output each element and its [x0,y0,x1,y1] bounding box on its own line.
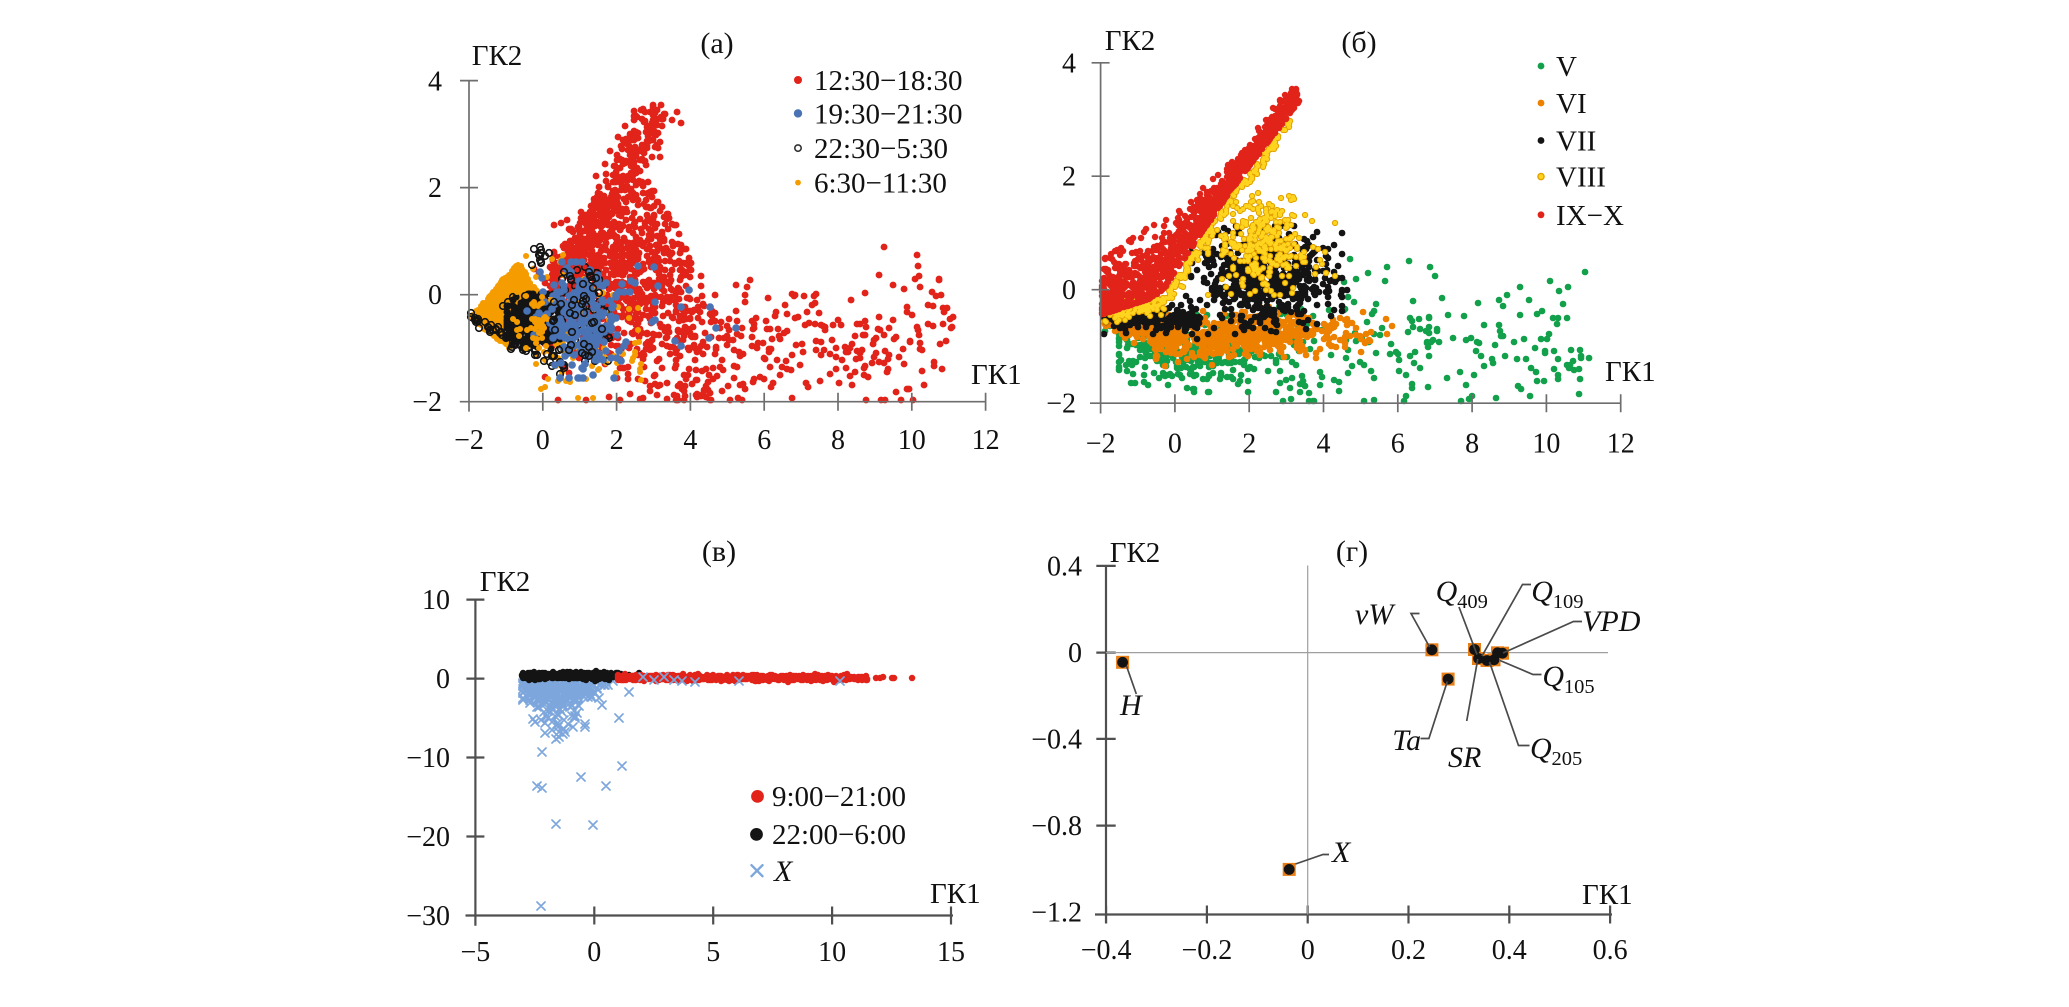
svg-text:0.6: 0.6 [1593,935,1628,966]
svg-text:(а): (а) [700,27,733,60]
svg-text:X: X [1331,836,1352,869]
svg-text:0.4: 0.4 [1047,551,1082,582]
svg-text:6: 6 [757,425,771,456]
svg-text:0.4: 0.4 [1492,935,1527,966]
svg-text:−2: −2 [412,387,442,418]
svg-text:Q: Q [1531,575,1553,608]
svg-text:4: 4 [683,425,697,456]
svg-text:10: 10 [898,425,926,456]
svg-text:−20: −20 [406,822,450,853]
svg-text:−30: −30 [406,901,450,932]
svg-text:2: 2 [428,173,442,204]
svg-text:12:30−18:30: 12:30−18:30 [814,65,962,97]
svg-text:2: 2 [1062,162,1076,193]
svg-text:409: 409 [1457,591,1488,613]
svg-text:−0.8: −0.8 [1031,811,1082,842]
svg-text:V: V [1556,51,1577,83]
svg-text:2: 2 [1242,429,1256,460]
svg-text:19:30−21:30: 19:30−21:30 [814,98,962,130]
svg-text:ГК2: ГК2 [472,40,523,72]
svg-text:109: 109 [1553,591,1584,613]
svg-text:−0.2: −0.2 [1182,935,1233,966]
svg-text:−2: −2 [454,425,484,456]
svg-text:12: 12 [1607,429,1635,460]
svg-text:−2: −2 [1046,389,1076,420]
svg-text:−5: −5 [461,937,491,968]
svg-text:IX−X: IX−X [1556,200,1624,232]
svg-text:−0.4: −0.4 [1081,935,1132,966]
svg-text:−10: −10 [406,743,450,774]
svg-text:Q: Q [1542,660,1564,693]
svg-text:−0.4: −0.4 [1031,724,1082,755]
svg-text:SR: SR [1448,741,1481,774]
svg-text:ГК2: ГК2 [480,566,531,598]
svg-text:6:30−11:30: 6:30−11:30 [814,168,947,200]
svg-text:22:30−5:30: 22:30−5:30 [814,133,948,165]
svg-text:0: 0 [428,280,442,311]
svg-text:ГК2: ГК2 [1110,537,1161,569]
svg-text:10: 10 [422,585,450,616]
svg-text:VIII: VIII [1556,162,1606,194]
svg-text:ГК1: ГК1 [971,359,1022,391]
svg-text:vW: vW [1355,598,1396,631]
svg-text:VI: VI [1556,88,1587,120]
svg-text:(г): (г) [1336,535,1368,568]
svg-text:0.2: 0.2 [1391,935,1426,966]
svg-text:4: 4 [1062,48,1076,79]
svg-text:8: 8 [1465,429,1479,460]
svg-text:5: 5 [706,937,720,968]
svg-text:(в): (в) [702,535,736,568]
svg-text:ГК1: ГК1 [1582,879,1633,911]
svg-text:0: 0 [436,664,450,695]
svg-text:0: 0 [587,937,601,968]
svg-text:22:00−6:00: 22:00−6:00 [772,819,906,851]
svg-text:0: 0 [1168,429,1182,460]
svg-text:−1.2: −1.2 [1031,898,1082,929]
svg-text:H: H [1119,689,1144,722]
svg-text:−2: −2 [1086,429,1116,460]
svg-text:X: X [773,855,794,888]
svg-text:ГК2: ГК2 [1105,25,1156,57]
svg-text:205: 205 [1552,748,1583,770]
svg-text:10: 10 [818,937,846,968]
svg-text:8: 8 [831,425,845,456]
svg-text:0: 0 [1062,275,1076,306]
svg-text:6: 6 [1391,429,1405,460]
svg-text:12: 12 [972,425,1000,456]
svg-text:(б): (б) [1341,26,1376,59]
svg-text:4: 4 [428,67,442,98]
svg-text:0: 0 [536,425,550,456]
svg-text:Ta: Ta [1392,724,1421,757]
svg-text:VII: VII [1556,126,1596,158]
svg-text:2: 2 [610,425,624,456]
svg-text:Q: Q [1530,732,1552,765]
svg-text:Q: Q [1436,575,1458,608]
svg-text:ГК1: ГК1 [1605,356,1656,388]
svg-text:9:00−21:00: 9:00−21:00 [772,781,906,813]
svg-text:105: 105 [1564,676,1595,698]
svg-text:0: 0 [1301,935,1315,966]
svg-text:4: 4 [1317,429,1331,460]
svg-text:10: 10 [1532,429,1560,460]
svg-text:0: 0 [1068,638,1082,669]
svg-text:ГК1: ГК1 [930,878,981,910]
svg-text:VPD: VPD [1582,605,1641,638]
svg-text:15: 15 [937,937,965,968]
